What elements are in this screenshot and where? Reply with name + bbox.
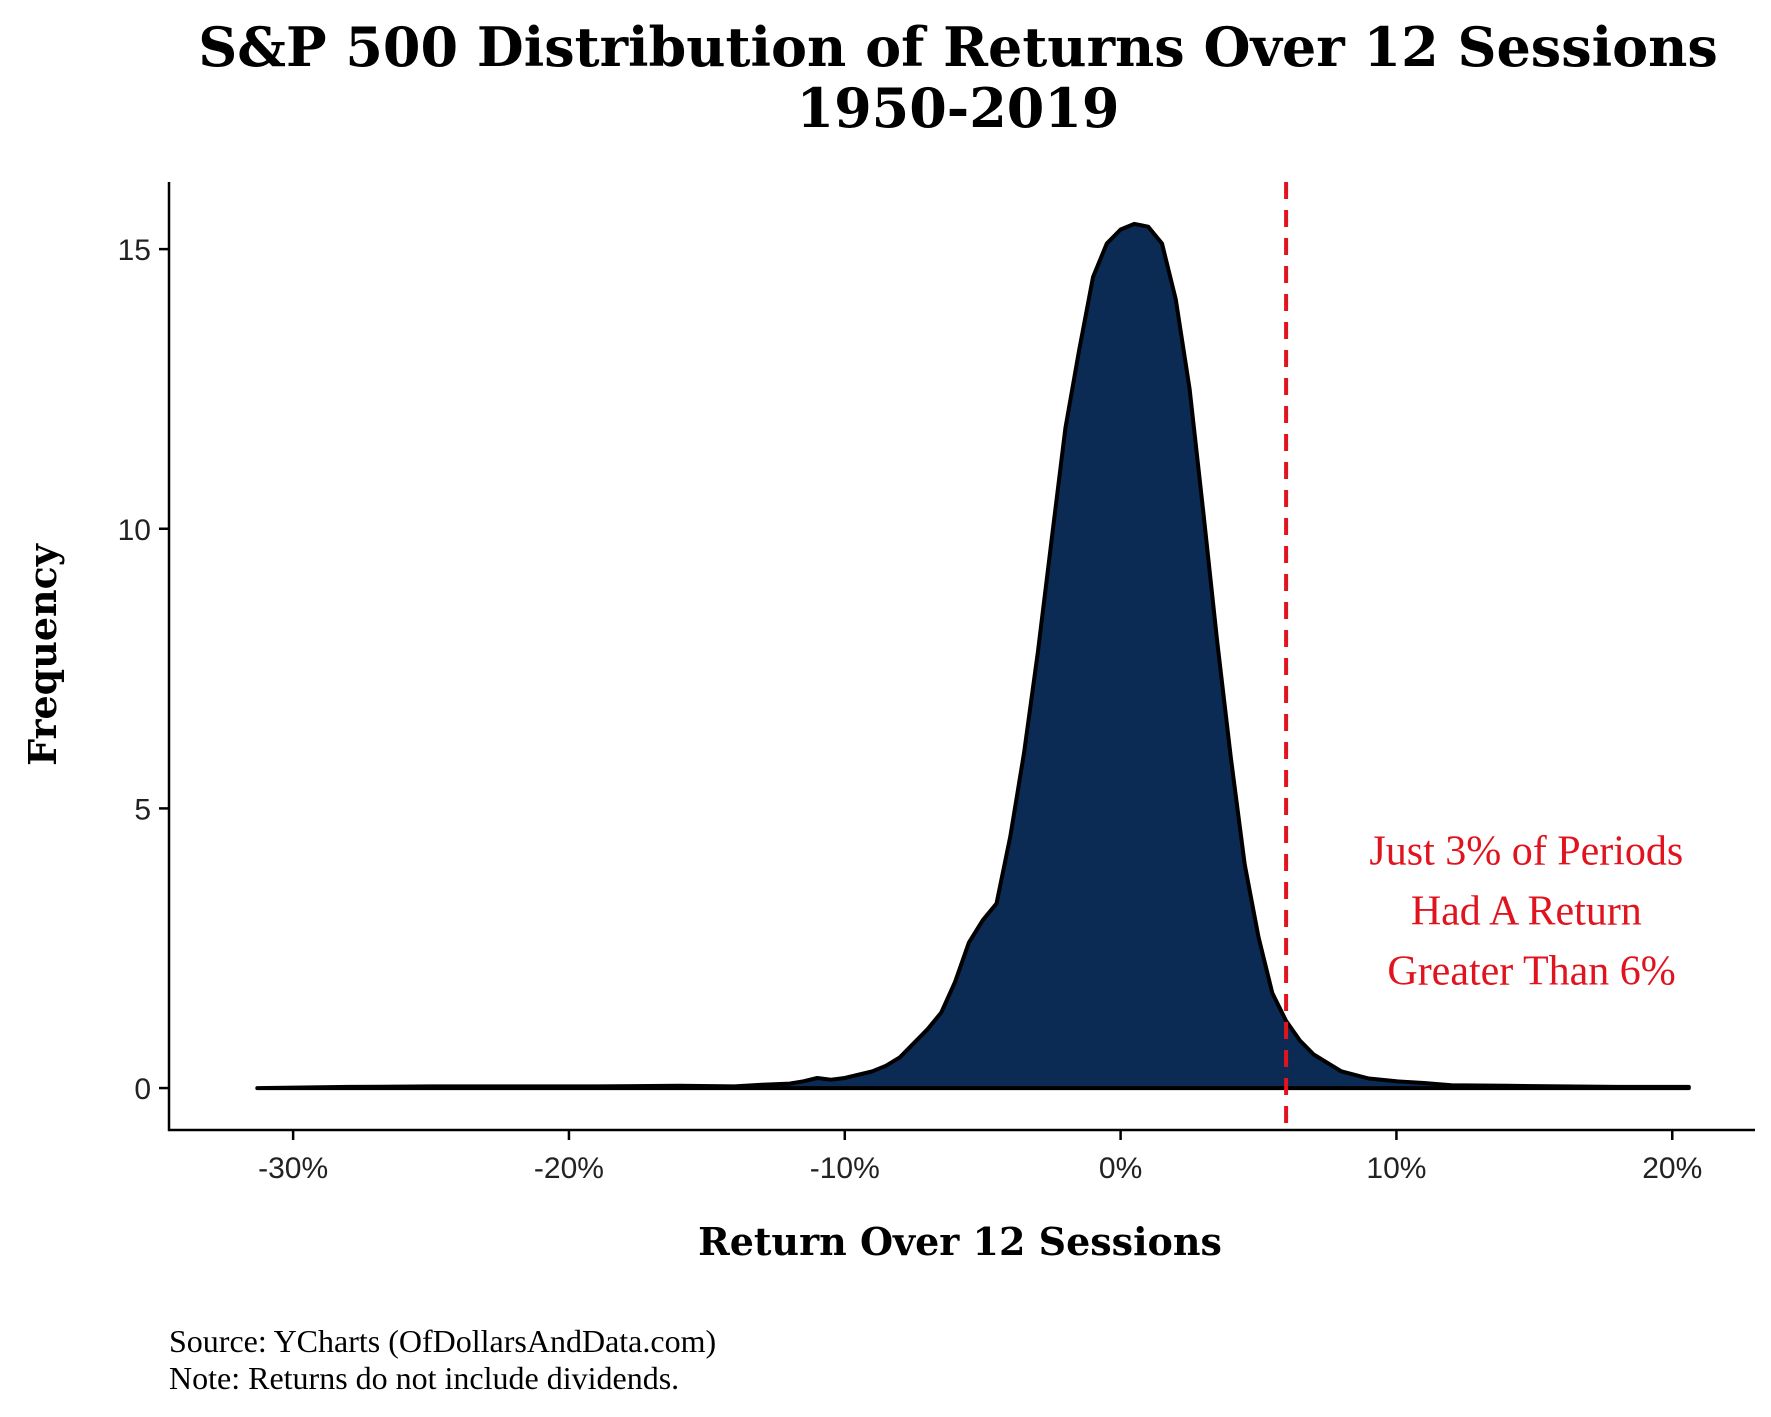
x-tick-label: 20% <box>1642 1152 1702 1185</box>
x-axis-title: Return Over 12 Sessions <box>698 1219 1222 1264</box>
source-caption: Source: YCharts (OfDollarsAndData.com) <box>169 1323 716 1359</box>
annotation-line-3: Greater Than 6% <box>1387 948 1675 994</box>
x-tick-label: -30% <box>258 1152 328 1185</box>
x-tick-label: 10% <box>1366 1152 1426 1185</box>
annotation: Just 3% of Periods Had A Return Greater … <box>1369 828 1693 994</box>
y-axis-title: Frequency <box>20 543 65 766</box>
y-tick-label: 0 <box>134 1073 151 1106</box>
y-tick-label: 15 <box>118 234 151 267</box>
x-axis-ticks: -30% -20% -10% 0% 10% 20% <box>258 1130 1702 1185</box>
x-tick-label: 0% <box>1099 1152 1142 1185</box>
x-tick-label: -10% <box>810 1152 880 1185</box>
y-tick-label: 5 <box>134 793 151 826</box>
x-tick-label: -20% <box>534 1152 604 1185</box>
y-tick-label: 10 <box>118 514 151 547</box>
annotation-line-1: Just 3% of Periods <box>1369 828 1683 874</box>
density-area <box>255 221 1691 1091</box>
chart-title: S&P 500 Distribution of Returns Over 12 … <box>198 15 1718 79</box>
plot-area <box>255 182 1691 1130</box>
note-caption: Note: Returns do not include dividends. <box>169 1360 679 1396</box>
chart-subtitle: 1950-2019 <box>797 76 1120 140</box>
annotation-line-2: Had A Return <box>1411 888 1642 934</box>
y-axis-ticks: 0 5 10 15 <box>118 234 169 1106</box>
